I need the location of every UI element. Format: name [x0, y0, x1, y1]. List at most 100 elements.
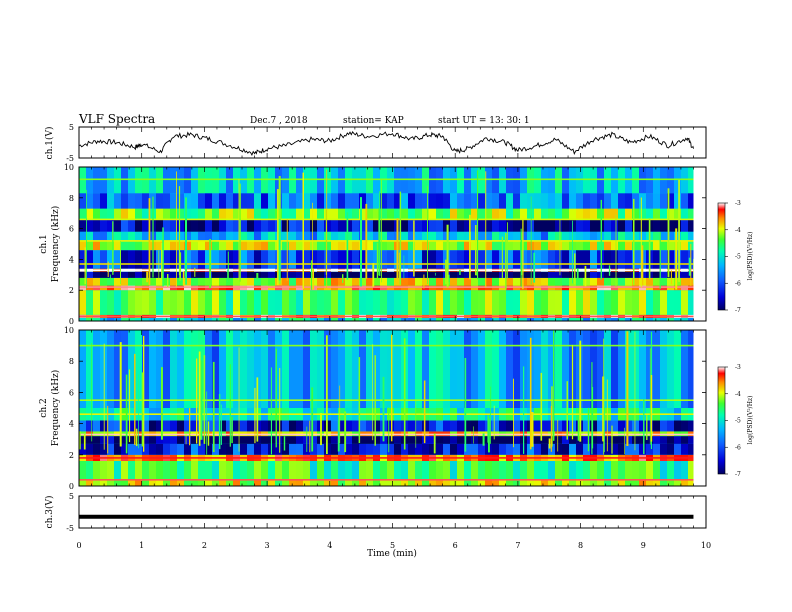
ch1-spec-band-9: [562, 231, 569, 241]
ch2-spec-band-6: [471, 420, 478, 432]
ch1-spec-band-10: [527, 219, 534, 232]
ch2-spec-band-4: [478, 436, 485, 444]
ch1-spec-sferic: [185, 218, 186, 277]
ch2-spec-band-3: [618, 443, 625, 455]
ch2-spec-band-6: [457, 420, 464, 432]
ch2-spec-band-6: [415, 420, 422, 432]
ch1-spec-band-5: [534, 271, 541, 278]
ch2-spec-sferic: [551, 386, 553, 447]
ch1-spec-band-0: [681, 317, 688, 321]
ch1-spec-band-2: [436, 290, 443, 315]
ch1-spec-band-5: [366, 271, 373, 278]
ch1-spec-band-7: [226, 250, 233, 269]
ch1-spec-band-10: [338, 219, 345, 232]
ch2-spec-band-0: [660, 479, 667, 486]
ch1-spec-sferic: [227, 269, 229, 282]
ch2-spec-sferic: [103, 343, 105, 450]
ch1-spec-band-7: [198, 250, 205, 269]
ch1-spec-band-11: [345, 208, 352, 220]
ch2-spec-band-0: [240, 479, 247, 486]
ch1-spec-band-7: [457, 250, 464, 269]
ch1-spec-band-3: [457, 285, 464, 291]
ch1-spec-band-12: [86, 193, 93, 209]
ch1-spec-band-12: [387, 193, 394, 209]
ch2-spec-band-4: [597, 436, 604, 444]
ch2-spec-band-1: [254, 461, 261, 480]
ch1-spec-band-3: [534, 285, 541, 291]
ch1-spec-band-0: [660, 317, 667, 321]
ch2-spec-band-1: [93, 461, 100, 480]
ch1-spec-band-7: [268, 250, 275, 269]
ch2-spec-band-4: [156, 436, 163, 444]
ch1-spec-band-9: [135, 231, 142, 241]
ch1-spec-band-5: [142, 271, 149, 278]
ch2-spec-band-8: [233, 330, 240, 408]
ch1-spec-sferic: [112, 221, 114, 275]
ch2-spec-sferic: [311, 387, 314, 452]
ch1-spec-band-5: [114, 271, 121, 278]
ch1-spec-band-3: [401, 285, 408, 291]
ch1-spec-band-2: [478, 290, 485, 315]
ch2-colorbar: [717, 366, 726, 475]
ch1-spec-band-2: [93, 290, 100, 315]
ch2-spec-band-1: [513, 461, 520, 480]
ch2-spec-colorbar-tick-label: -5: [735, 418, 741, 425]
ch2-spec-band-8: [478, 330, 485, 408]
ch2-spec-band-3: [247, 443, 254, 455]
ch1-spec-band-10: [296, 219, 303, 232]
ch1-spec-sferic: [640, 197, 642, 288]
ch1-spec-band-3: [541, 285, 548, 291]
ch2-spec-band-0: [646, 479, 653, 486]
ch2-spec-sferic: [529, 337, 532, 450]
ch2-spec-band-1: [177, 461, 184, 480]
ch2-spec-band-8: [464, 330, 471, 408]
ch1-spec-sferic: [423, 274, 425, 289]
ch1-spec-band-0: [149, 317, 156, 321]
ch1-spec-band-0: [366, 317, 373, 321]
ch1-spec-sferic: [286, 218, 288, 281]
ch1-spec-band-0: [275, 317, 282, 321]
ch2-spec-band-3: [149, 443, 156, 455]
ch1-spec-band-5: [422, 271, 429, 278]
ch2-spec-band-0: [422, 479, 429, 486]
ch1-spec-sferic: [342, 274, 344, 283]
ch1-spec-band-12: [604, 193, 611, 209]
ch1-spec-band-8: [352, 240, 359, 251]
ch1-spec-band-9: [79, 231, 86, 241]
ch1-spec-band-12: [618, 193, 625, 209]
ch1-spec-band-0: [100, 317, 107, 321]
ch2-spec-band-8: [338, 330, 345, 408]
ch1-spec-band-4: [114, 277, 121, 286]
ch1-spec-band-3: [198, 285, 205, 291]
ch2-spec-band-6: [149, 420, 156, 432]
ch1-spec-band-4: [422, 277, 429, 286]
ch1-spec-band-8: [205, 240, 212, 251]
ch2-spec-band-4: [429, 436, 436, 444]
ch1-spec-band-2: [366, 290, 373, 315]
ch2-spec-band-0: [436, 479, 443, 486]
ch1-spec-band-10: [289, 219, 296, 232]
ch1-spec-band-10: [485, 219, 492, 232]
ch1-spec-band-12: [534, 193, 541, 209]
ch1-spec-band-10: [660, 219, 667, 232]
ch1-spec-band-12: [471, 193, 478, 209]
ch1-spec-sferic: [600, 199, 602, 280]
ch1-spec-band-11: [492, 208, 499, 220]
ch1-spec-band-10: [198, 219, 205, 232]
ch2-spec-band-3: [233, 443, 240, 455]
ch1-spec-sferic: [688, 257, 691, 276]
ch1-spec-band-7: [100, 250, 107, 269]
ch1-spec-band-0: [317, 317, 324, 321]
ch2-spec-band-8: [667, 330, 674, 408]
ch1-spec-sferic: [690, 243, 692, 286]
ch2-spec-band-0: [408, 479, 415, 486]
ch2-spec-band-1: [338, 461, 345, 480]
ch1-spec-band-4: [485, 277, 492, 286]
ch1-spec-sferic: [312, 268, 314, 290]
ch1-spec-band-5: [527, 271, 534, 278]
ch1-spec-band-9: [240, 231, 247, 241]
ch1-spec-band-9: [289, 231, 296, 241]
ch1-spec-band-8: [331, 240, 338, 251]
ch1-waveform-line: [78, 130, 694, 156]
ch2-spec-band-3: [450, 443, 457, 455]
